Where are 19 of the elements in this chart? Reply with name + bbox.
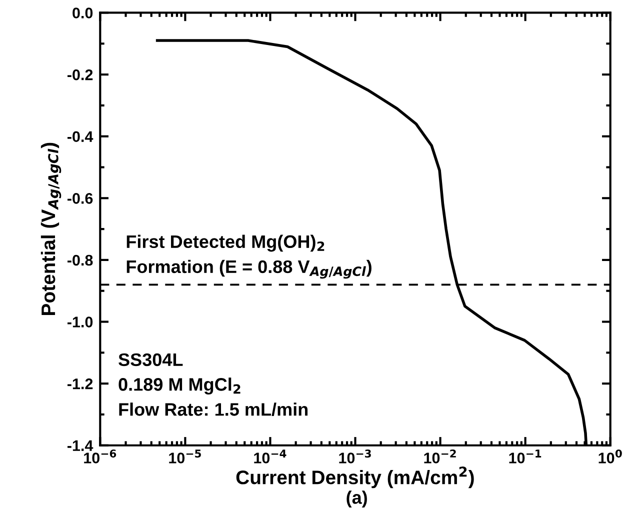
y-tick-label: -1.2 xyxy=(67,378,93,390)
x-tick-label: 10$^{−3}$ xyxy=(339,449,371,464)
y-tick-label: -0.4 xyxy=(67,131,94,142)
x-tick-label: 10$^{−2}$ xyxy=(424,449,456,464)
y-tick-label: 0.0 xyxy=(72,8,93,18)
y-tick-label: -0.2 xyxy=(67,69,93,80)
y-tick-label: -1.4 xyxy=(67,440,94,451)
annotation: First Detected Mg(OH)$_{2}$ Formation (E = 0.88 V$_{Ag/AgCl}$) xyxy=(126,234,372,279)
text: (a) xyxy=(346,490,367,508)
y-axis-title: Potential (V$_{Ag/AgCl}$) xyxy=(40,142,62,315)
annotation: SS304L 0.189 M MgCl$_{2}$ Flow Rate: 1.5 mL/min xyxy=(118,353,308,416)
y-tick-label: -1.0 xyxy=(67,316,93,328)
y-tick-label: -0.8 xyxy=(67,254,93,266)
x-tick-label: 10$^{−4}$ xyxy=(254,450,286,464)
x-tick-label: 10$^{0}$ xyxy=(598,449,622,464)
x-axis-title: Current Density (mA/cm$^{2}$) xyxy=(236,466,474,488)
x-tick-label: 10$^{−5}$ xyxy=(169,450,201,464)
x-tick-label: 10$^{−1}$ xyxy=(509,450,542,464)
y-tick-label: -0.6 xyxy=(67,193,93,204)
